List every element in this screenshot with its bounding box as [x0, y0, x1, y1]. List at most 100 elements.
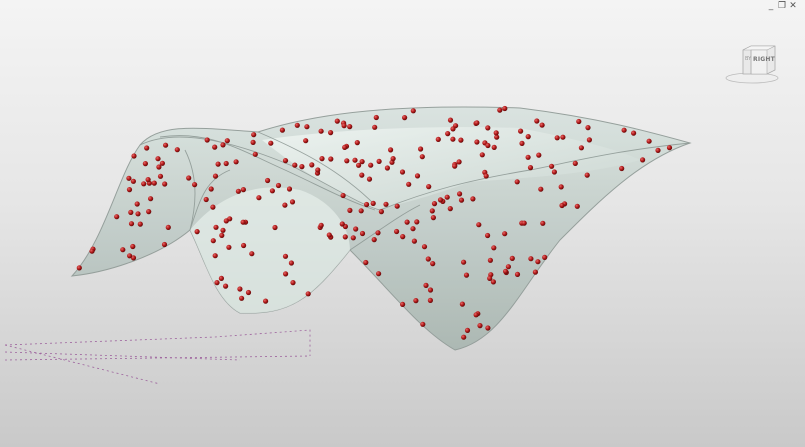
survey-point[interactable]: [585, 125, 591, 131]
survey-point[interactable]: [120, 247, 126, 253]
survey-point[interactable]: [251, 132, 257, 138]
survey-point[interactable]: [289, 199, 296, 205]
survey-point[interactable]: [328, 156, 334, 162]
survey-point[interactable]: [366, 176, 373, 182]
survey-point[interactable]: [419, 154, 425, 160]
survey-point[interactable]: [252, 151, 258, 157]
survey-point[interactable]: [354, 140, 360, 146]
survey-point[interactable]: [245, 289, 252, 296]
survey-point[interactable]: [574, 203, 580, 209]
survey-point[interactable]: [226, 244, 232, 250]
survey-point[interactable]: [186, 175, 192, 181]
survey-point[interactable]: [418, 146, 424, 152]
survey-point[interactable]: [174, 147, 180, 153]
survey-point[interactable]: [655, 147, 661, 153]
survey-point[interactable]: [450, 126, 456, 132]
survey-point[interactable]: [540, 220, 546, 226]
survey-point[interactable]: [275, 182, 282, 189]
survey-point[interactable]: [128, 209, 134, 215]
survey-point[interactable]: [131, 153, 137, 159]
survey-point[interactable]: [576, 118, 582, 125]
survey-point[interactable]: [192, 182, 198, 188]
survey-point[interactable]: [450, 136, 456, 142]
survey-point[interactable]: [535, 259, 541, 265]
viewcube-side-label[interactable]: BY: [745, 56, 752, 62]
survey-point[interactable]: [353, 226, 359, 232]
survey-point[interactable]: [534, 118, 540, 124]
survey-point[interactable]: [151, 180, 157, 186]
viewcube-face-label[interactable]: RIGHT: [753, 56, 775, 63]
survey-point[interactable]: [156, 164, 162, 170]
survey-point[interactable]: [619, 165, 625, 172]
survey-point[interactable]: [503, 268, 509, 274]
survey-point[interactable]: [159, 160, 165, 166]
survey-point[interactable]: [463, 272, 470, 278]
survey-point[interactable]: [162, 181, 168, 187]
survey-point[interactable]: [326, 232, 332, 238]
survey-point[interactable]: [527, 165, 534, 171]
survey-point[interactable]: [265, 177, 271, 184]
survey-point[interactable]: [578, 145, 585, 151]
survey-point[interactable]: [223, 160, 229, 167]
survey-point[interactable]: [155, 156, 161, 162]
survey-point[interactable]: [487, 275, 493, 281]
survey-point[interactable]: [404, 219, 410, 225]
survey-point[interactable]: [210, 204, 216, 210]
survey-point[interactable]: [485, 142, 491, 149]
survey-point[interactable]: [282, 202, 288, 208]
survey-point[interactable]: [220, 227, 226, 233]
survey-point[interactable]: [203, 196, 209, 203]
survey-point[interactable]: [235, 188, 241, 194]
survey-point[interactable]: [474, 120, 480, 126]
survey-point[interactable]: [447, 206, 453, 212]
survey-point[interactable]: [429, 208, 435, 214]
survey-point[interactable]: [514, 271, 521, 277]
survey-point[interactable]: [130, 255, 137, 261]
survey-point[interactable]: [406, 181, 412, 187]
survey-point[interactable]: [376, 158, 382, 164]
survey-point[interactable]: [163, 142, 169, 148]
survey-point[interactable]: [305, 291, 311, 297]
survey-point[interactable]: [344, 158, 350, 164]
survey-point[interactable]: [509, 255, 515, 261]
survey-point[interactable]: [410, 226, 416, 232]
survey-point[interactable]: [303, 138, 309, 144]
survey-point[interactable]: [572, 160, 578, 166]
survey-point[interactable]: [282, 158, 289, 164]
survey-point[interactable]: [390, 156, 396, 162]
survey-point[interactable]: [410, 108, 416, 114]
survey-point[interactable]: [431, 201, 438, 207]
survey-point[interactable]: [485, 232, 491, 239]
survey-point[interactable]: [646, 138, 652, 144]
survey-point[interactable]: [427, 287, 434, 293]
survey-point[interactable]: [76, 265, 82, 271]
survey-point[interactable]: [493, 130, 499, 136]
survey-point[interactable]: [485, 125, 491, 131]
survey-point[interactable]: [223, 218, 229, 224]
survey-point[interactable]: [430, 261, 436, 267]
survey-point[interactable]: [444, 194, 450, 200]
survey-point[interactable]: [214, 280, 220, 286]
survey-point[interactable]: [491, 144, 497, 150]
survey-point[interactable]: [505, 264, 511, 270]
survey-point[interactable]: [372, 124, 378, 130]
survey-point[interactable]: [364, 201, 370, 208]
survey-point[interactable]: [218, 275, 224, 281]
survey-point[interactable]: [334, 118, 340, 124]
survey-point[interactable]: [347, 207, 353, 213]
survey-point[interactable]: [352, 157, 358, 163]
survey-point[interactable]: [414, 173, 421, 179]
survey-point[interactable]: [299, 164, 305, 170]
survey-point[interactable]: [558, 184, 564, 190]
survey-point[interactable]: [239, 295, 245, 301]
survey-point[interactable]: [394, 228, 400, 235]
survey-point[interactable]: [551, 169, 558, 175]
survey-point[interactable]: [514, 179, 520, 185]
survey-point[interactable]: [210, 238, 216, 244]
survey-point[interactable]: [315, 167, 321, 173]
survey-point[interactable]: [485, 325, 491, 331]
survey-point[interactable]: [146, 209, 152, 215]
survey-point[interactable]: [525, 154, 531, 160]
survey-point[interactable]: [427, 297, 433, 303]
survey-point[interactable]: [631, 130, 637, 136]
